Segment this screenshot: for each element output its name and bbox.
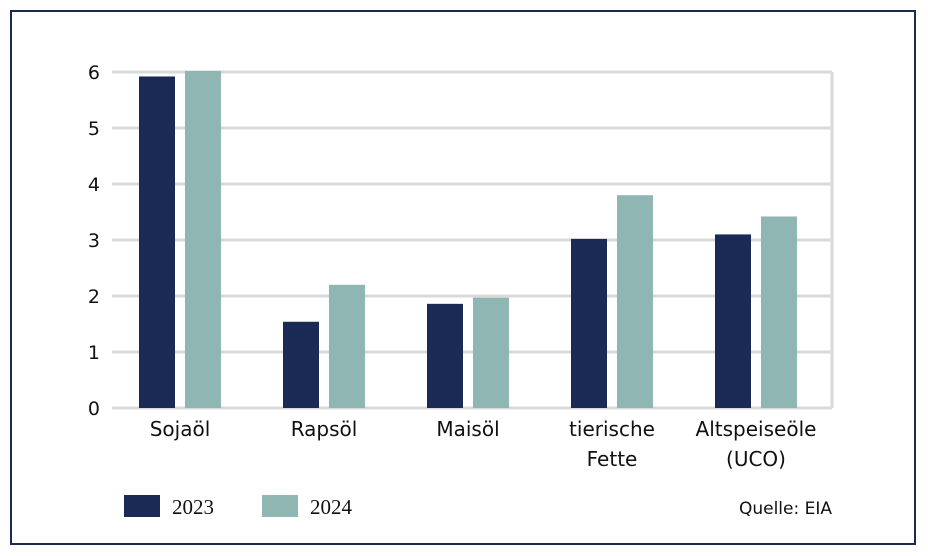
y-tick-label: 2	[88, 286, 100, 308]
x-tick-label: Sojaöl	[150, 417, 211, 441]
bar-2023	[571, 238, 607, 408]
legend-label-2024: 2024	[310, 495, 353, 519]
x-tick-label: tierische Fette	[569, 417, 655, 471]
x-tick-label: Altspeiseöle (UCO)	[696, 417, 817, 471]
legend-label-2023: 2023	[172, 495, 214, 519]
y-tick-label: 3	[88, 230, 100, 252]
legend-swatch-2024	[262, 495, 298, 517]
bar-2023	[715, 234, 751, 408]
bar-2024	[473, 297, 509, 408]
y-axis-ticks: 0 1 2 3 4 5 6	[88, 62, 100, 420]
bar-2024	[329, 284, 365, 408]
y-tick-label: 1	[88, 342, 100, 364]
legend: 2023 2024	[124, 495, 353, 519]
x-tick-label: Rapsöl	[291, 417, 358, 441]
bars	[139, 70, 797, 408]
y-tick-label: 4	[88, 174, 100, 196]
source-note: Quelle: EIA	[739, 499, 832, 519]
bar-2024	[761, 216, 797, 408]
x-axis-labels: Sojaöl Rapsöl Maisöl tierische Fette Altspeis…	[150, 417, 817, 471]
y-tick-label: 5	[88, 118, 100, 140]
bar-2024	[617, 195, 653, 408]
bar-2023	[139, 76, 175, 408]
y-tick-label: 6	[88, 62, 100, 84]
bar-2023	[283, 321, 319, 408]
bar-2024	[185, 70, 221, 408]
bar-2023	[427, 303, 463, 408]
grid-lines	[112, 70, 834, 410]
y-tick-label: 0	[88, 398, 100, 420]
legend-swatch-2023	[124, 495, 160, 517]
x-tick-label: Maisöl	[436, 417, 499, 441]
